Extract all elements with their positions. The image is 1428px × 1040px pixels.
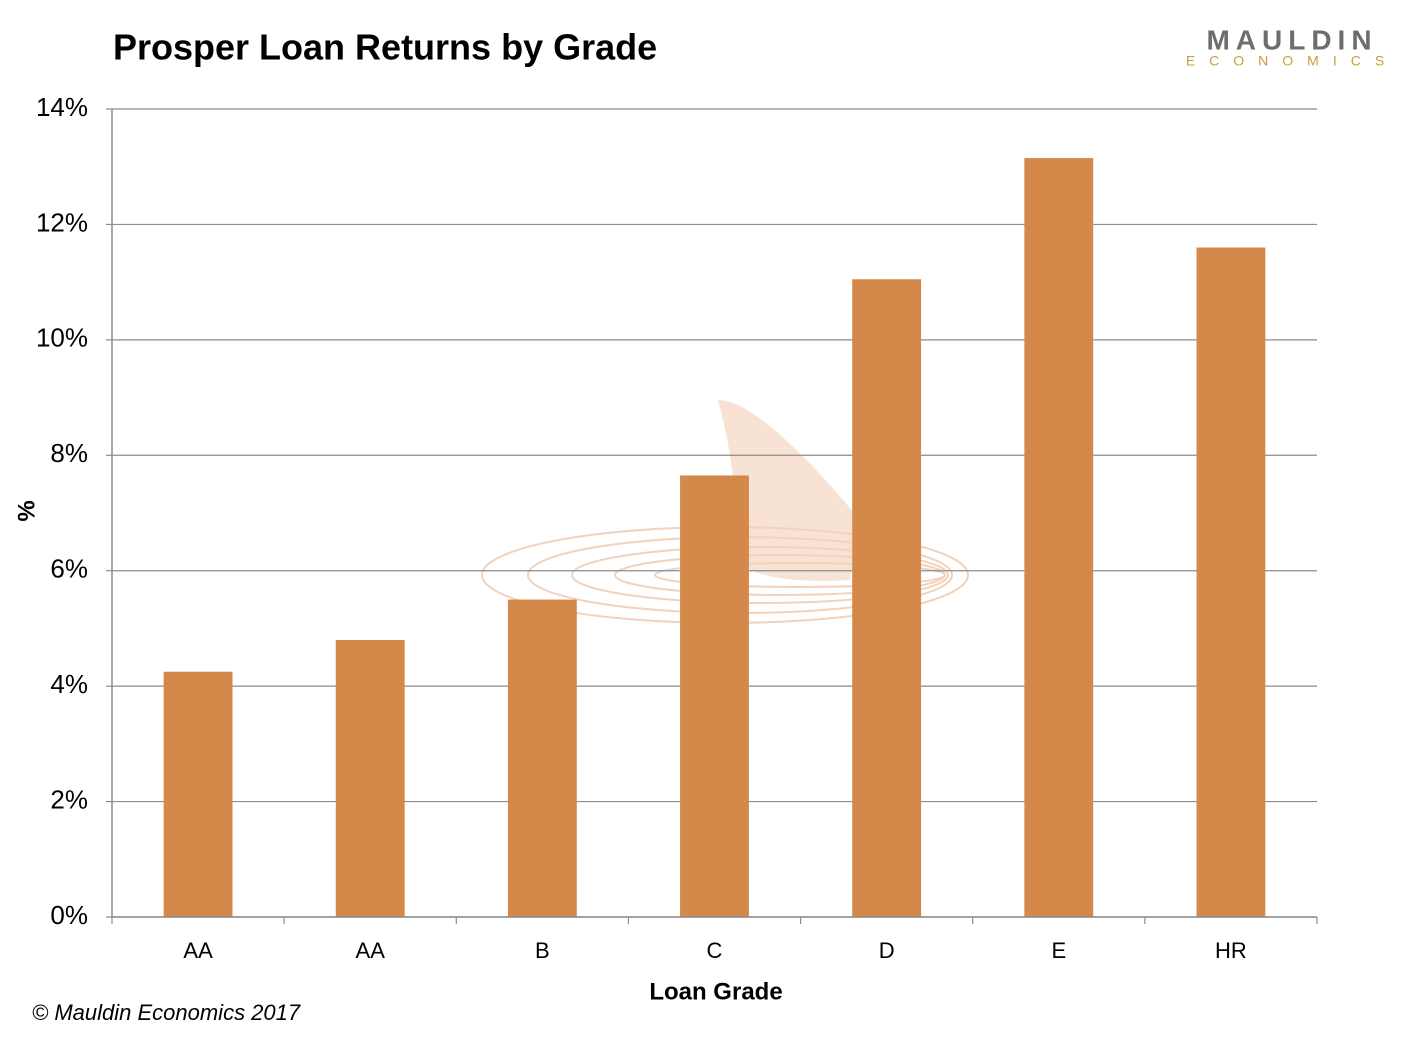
x-tick-label: AA	[183, 938, 213, 963]
y-tick-label: 10%	[36, 323, 88, 353]
y-axis-label: %	[13, 500, 40, 521]
y-tick-label: 8%	[50, 438, 88, 468]
x-tick-label: AA	[356, 938, 386, 963]
y-tick-label: 0%	[50, 900, 88, 930]
x-tick-label: C	[707, 938, 723, 963]
y-tick-label: 14%	[36, 92, 88, 122]
y-tick-label: 4%	[50, 669, 88, 699]
logo-name: MAULDIN	[1206, 24, 1377, 55]
x-tick-label: D	[879, 938, 895, 963]
bar	[1196, 247, 1266, 917]
source-note: © Mauldin Economics 2017	[32, 1000, 301, 1025]
bar	[680, 475, 749, 917]
x-tick-label: B	[535, 938, 550, 963]
y-tick-label: 12%	[36, 207, 88, 237]
bar	[335, 639, 405, 917]
bar	[507, 599, 577, 917]
y-tick-label: 2%	[50, 784, 88, 814]
x-tick-label: E	[1051, 938, 1066, 963]
bar	[163, 671, 233, 917]
bar	[852, 279, 922, 917]
logo-subtitle: ECONOMICS	[1186, 53, 1398, 69]
x-tick-label: HR	[1215, 938, 1247, 963]
bar	[1024, 158, 1094, 918]
x-axis-label: Loan Grade	[649, 978, 782, 1005]
y-tick-label: 6%	[50, 554, 88, 584]
chart-title: Prosper Loan Returns by Grade	[113, 27, 657, 68]
